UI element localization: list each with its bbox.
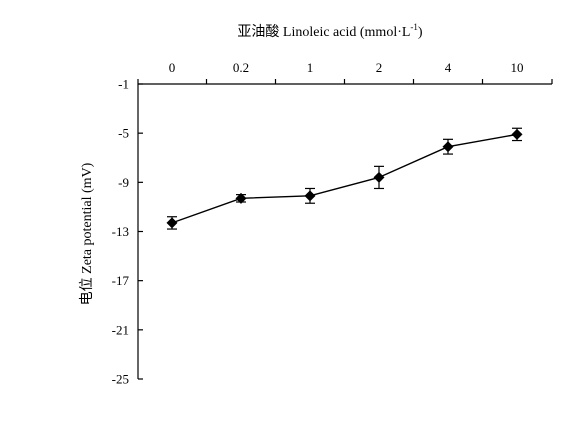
y-tick-label: -5 (118, 126, 129, 141)
y-tick-label: -1 (118, 77, 129, 92)
data-point (373, 171, 385, 183)
y-tick-label: -21 (112, 322, 129, 337)
y-axis-label: 电位 Zeta potential (mV) (79, 162, 95, 305)
y-tick-label: -9 (118, 175, 129, 190)
y-ticks: -1 -5 -9 -13 -17 -21 -25 (112, 77, 143, 387)
x-tick-label: 10 (511, 60, 524, 75)
x-axis-label-end: ) (418, 25, 423, 40)
x-axis-label-superscript: -1 (410, 22, 418, 32)
x-axis-label: 亚油酸 Linoleic acid (mmol·L-1) (237, 22, 423, 40)
x-ticks: 0 0.2 1 2 4 10 (137, 60, 553, 84)
y-tick-label: -17 (112, 273, 130, 288)
x-tick-label: 1 (307, 60, 314, 75)
data-point (511, 128, 523, 140)
x-tick-label: 4 (445, 60, 452, 75)
x-tick-label: 0.2 (233, 60, 249, 75)
data-point (442, 141, 454, 153)
data-point (235, 192, 247, 204)
data-point (166, 217, 178, 229)
series-line (171, 133, 518, 224)
data-point (304, 190, 316, 202)
x-tick-label: 0 (169, 60, 176, 75)
x-axis-label-main: 亚油酸 Linoleic acid (mmol·L (237, 24, 410, 40)
series-group (166, 127, 523, 230)
y-tick-label: -13 (112, 224, 129, 239)
x-tick-label: 2 (376, 60, 383, 75)
y-tick-label: -25 (112, 372, 129, 387)
